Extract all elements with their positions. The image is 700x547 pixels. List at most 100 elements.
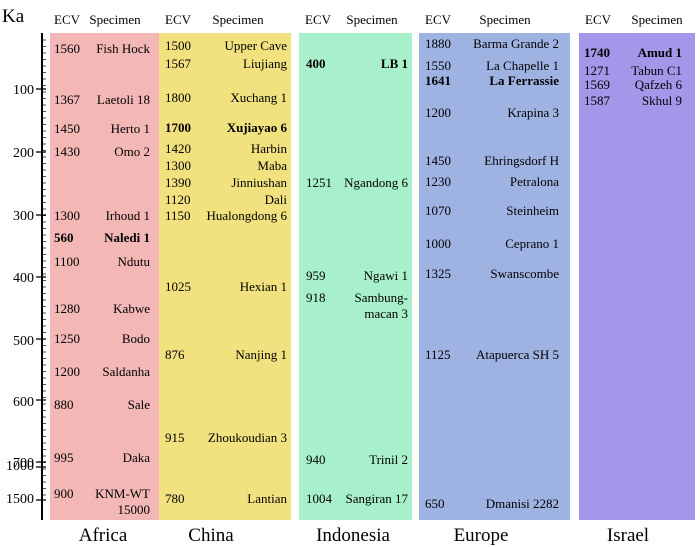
- specimen-name: Fish Hock: [96, 41, 150, 56]
- column-header-specimen: Specimen: [631, 12, 683, 27]
- ecv-value: 918: [306, 290, 326, 305]
- y-axis-tick-label: 1500: [6, 492, 34, 507]
- ecv-value: 1150: [165, 208, 191, 223]
- specimen-name: Petralona: [510, 174, 559, 189]
- ecv-value: 1251: [306, 175, 332, 190]
- region-name-africa: Africa: [79, 525, 128, 546]
- ecv-value: 1367: [54, 92, 81, 107]
- column-header-ecv: ECV: [165, 12, 192, 27]
- ecv-value: 995: [54, 450, 74, 465]
- ecv-value: 1450: [425, 153, 451, 168]
- ecv-value: 650: [425, 496, 445, 511]
- ecv-value: 1740: [584, 45, 610, 60]
- ecv-value: 1004: [306, 491, 333, 506]
- region-band-israel: [579, 33, 695, 520]
- specimen-name: Ehringsdorf H: [484, 153, 559, 168]
- ecv-value: 1450: [54, 121, 80, 136]
- ecv-value: 1569: [584, 77, 610, 92]
- specimen-name: Qafzeh 6: [635, 77, 683, 92]
- column-header-ecv: ECV: [54, 12, 81, 27]
- specimen-name: Sambung-: [355, 290, 408, 305]
- specimen-name: Harbin: [251, 141, 288, 156]
- y-axis-tick-label: 100: [13, 83, 34, 98]
- specimen-name: Daka: [123, 450, 151, 465]
- specimen-name: KNM-WT: [95, 486, 150, 501]
- specimen-name: Hexian 1: [240, 279, 287, 294]
- specimen-name: Steinheim: [506, 203, 559, 218]
- specimen-name: Sale: [128, 397, 151, 412]
- specimen-name: Nanjing 1: [235, 347, 287, 362]
- ecv-value: 1025: [165, 279, 191, 294]
- specimen-name: Sangiran 17: [346, 491, 409, 506]
- specimen-name: Lantian: [247, 491, 287, 506]
- specimen-name: La Ferrassie: [489, 73, 559, 88]
- specimen-name: Ngawi 1: [364, 268, 408, 283]
- specimen-name: Tabun C1: [631, 63, 682, 78]
- column-header-specimen: Specimen: [479, 12, 531, 27]
- column-header-specimen: Specimen: [89, 12, 141, 27]
- ecv-value: 1800: [165, 90, 191, 105]
- ecv-value: 1700: [165, 120, 191, 135]
- specimen-name: LB 1: [381, 56, 408, 71]
- ecv-value: 1271: [584, 63, 610, 78]
- ecv-value: 1430: [54, 144, 80, 159]
- ecv-value: 1500: [165, 38, 191, 53]
- specimen-name: Barma Grande 2: [473, 36, 559, 51]
- ecv-value: 1000: [425, 236, 451, 251]
- ecv-value: 1420: [165, 141, 191, 156]
- specimen-name: Ngandong 6: [344, 175, 408, 190]
- y-axis-tick-label: 300: [13, 209, 34, 224]
- ecv-value: 1880: [425, 36, 451, 51]
- ecv-value: 1250: [54, 331, 80, 346]
- region-name-israel: Israel: [607, 525, 649, 546]
- ecv-value: 1230: [425, 174, 451, 189]
- region-band-china: [159, 33, 291, 520]
- ecv-value: 1325: [425, 266, 451, 281]
- specimen-name: Hualongdong 6: [206, 208, 287, 223]
- y-axis-tick-label: 200: [13, 146, 34, 161]
- specimen-name: Upper Cave: [225, 38, 288, 53]
- ecv-value: 1280: [54, 301, 80, 316]
- specimen-name: Bodo: [122, 331, 150, 346]
- column-header-specimen: Specimen: [212, 12, 264, 27]
- specimen-name: Kabwe: [113, 301, 150, 316]
- ecv-value: 1300: [165, 158, 191, 173]
- specimen-name: Jinniushan: [231, 175, 287, 190]
- column-header-specimen: Specimen: [346, 12, 398, 27]
- column-header-ecv: ECV: [585, 12, 612, 27]
- region-name-indonesia: Indonesia: [316, 525, 390, 546]
- ecv-value: 959: [306, 268, 326, 283]
- specimen-name: Krapina 3: [507, 105, 559, 120]
- specimen-name-line2: macan 3: [364, 306, 408, 321]
- ecv-value: 1560: [54, 41, 80, 56]
- specimen-name: Saldanha: [102, 364, 150, 379]
- ecv-value: 915: [165, 430, 185, 445]
- specimen-name: Atapuerca SH 5: [476, 347, 559, 362]
- specimen-name: Xuchang 1: [230, 90, 287, 105]
- ecv-value: 1587: [584, 93, 611, 108]
- specimen-name: Zhoukoudian 3: [208, 430, 287, 445]
- region-band-africa: [50, 33, 160, 520]
- specimen-name: Irhoud 1: [106, 208, 150, 223]
- ecv-value: 940: [306, 452, 326, 467]
- specimen-name: Swanscombe: [490, 266, 559, 281]
- ecv-value: 400: [306, 56, 326, 71]
- specimen-name: Dmanisi 2282: [486, 496, 559, 511]
- ecv-value: 1390: [165, 175, 191, 190]
- region-name-europe: Europe: [454, 525, 509, 546]
- specimen-name: Herto 1: [111, 121, 150, 136]
- specimen-name: Liujiang: [243, 56, 288, 71]
- specimen-name: Maba: [257, 158, 287, 173]
- specimen-name: Laetoli 18: [97, 92, 150, 107]
- region-band-indonesia: [299, 33, 412, 520]
- ecv-value: 1567: [165, 56, 192, 71]
- y-axis-tick-label: 1000: [6, 459, 34, 474]
- ecv-value: 560: [54, 230, 74, 245]
- specimen-name: Naledi 1: [104, 230, 150, 245]
- region-backgrounds: [50, 33, 695, 520]
- specimen-name: La Chapelle 1: [486, 58, 559, 73]
- table-text: ECV Specimen Africa 1560 Fish Hock 1367 Laetol…: [54, 12, 683, 546]
- specimen-name: Xujiayao 6: [227, 120, 288, 135]
